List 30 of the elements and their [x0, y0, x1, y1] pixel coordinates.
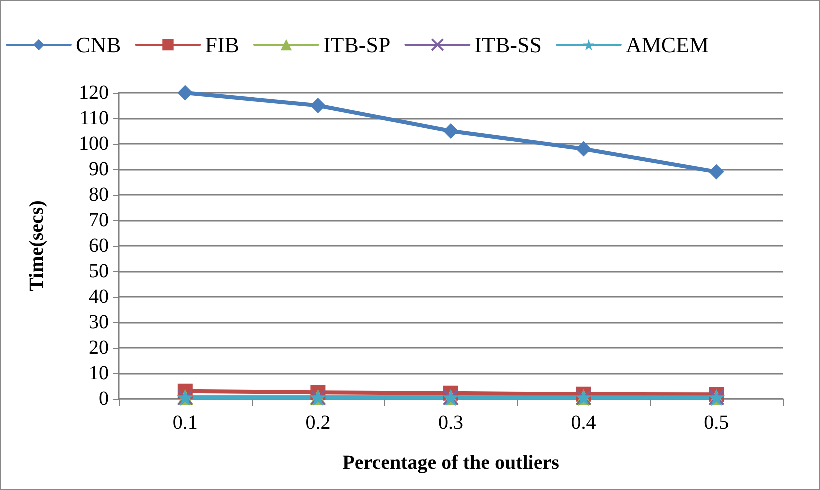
- legend-label: ITB-SP: [323, 32, 391, 58]
- y-tick-label: 80: [89, 184, 109, 206]
- x-tick-label: 0.2: [306, 412, 331, 434]
- x-tick-label: 0.4: [571, 412, 596, 434]
- y-tick-label: 120: [79, 82, 109, 104]
- y-axis-title: Time(secs): [26, 200, 48, 292]
- legend-label: ITB-SS: [474, 32, 542, 58]
- x-tick-label: 0.3: [438, 412, 464, 434]
- legend-label: CNB: [76, 32, 122, 58]
- point: [709, 164, 724, 180]
- y-tick-label: 60: [89, 235, 109, 257]
- legend-label: AMCEM: [626, 32, 710, 58]
- y-tick-label: 10: [89, 362, 109, 384]
- point: [178, 86, 193, 100]
- y-tick-label: 90: [89, 158, 109, 180]
- y-tick-label: 100: [79, 133, 109, 155]
- y-tick-label: 70: [89, 210, 109, 232]
- y-tick-label: 110: [80, 108, 109, 130]
- point: [444, 124, 458, 139]
- point: [576, 142, 592, 157]
- y-tick-label: 40: [89, 286, 109, 308]
- y-tick-label: 20: [89, 337, 109, 359]
- x-axis-title: Percentage of the outliers: [342, 452, 560, 474]
- x-tick-label: 0.1: [172, 412, 198, 434]
- y-tick-label: 0: [99, 388, 109, 410]
- x-tick-label: 0.5: [704, 412, 730, 434]
- legend-label: FIB: [205, 32, 240, 58]
- y-tick-label: 50: [89, 260, 109, 282]
- point: [310, 98, 326, 114]
- y-tick-label: 30: [89, 312, 109, 334]
